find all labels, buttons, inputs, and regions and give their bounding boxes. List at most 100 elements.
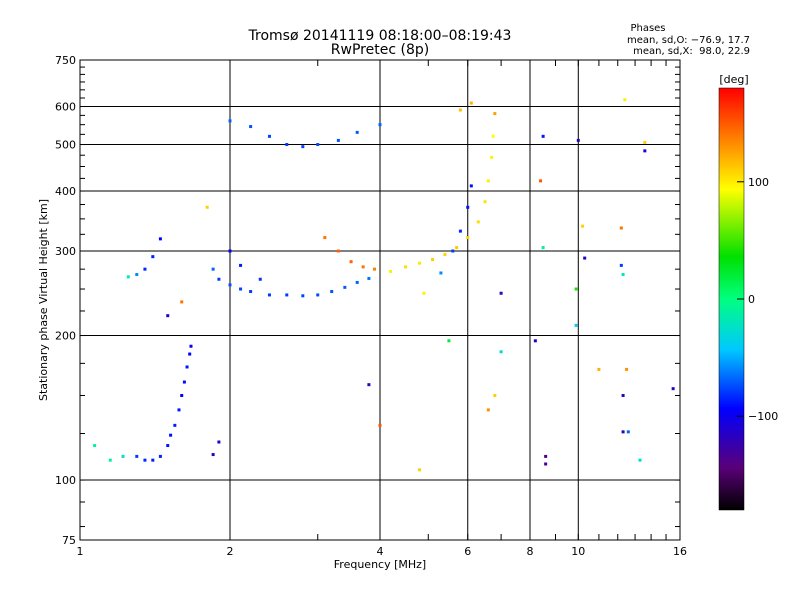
x-tick-label: 10 xyxy=(571,545,585,558)
data-point xyxy=(249,290,253,294)
x-tick-labels: 1 2 4 6 8 10 16 xyxy=(77,545,688,558)
data-point xyxy=(422,291,426,295)
data-point xyxy=(285,143,289,147)
data-point xyxy=(455,246,459,250)
phase-stats-heading: Phases xyxy=(630,23,665,34)
data-point xyxy=(121,454,125,458)
data-point xyxy=(367,276,371,280)
data-point xyxy=(544,454,548,458)
data-point xyxy=(180,300,184,304)
data-point xyxy=(323,236,327,240)
x-axis-label: Frequency [MHz] xyxy=(334,558,426,571)
data-point xyxy=(151,255,155,259)
data-point xyxy=(205,205,209,209)
data-point xyxy=(217,277,221,281)
data-point xyxy=(378,123,382,127)
data-point xyxy=(211,267,215,271)
data-point xyxy=(486,179,490,183)
data-point xyxy=(483,200,487,204)
data-point xyxy=(249,125,253,129)
data-point xyxy=(228,119,232,123)
data-point xyxy=(182,380,186,384)
chart-subtitle: RwPretec (8p) xyxy=(331,42,429,58)
data-point xyxy=(267,293,271,297)
data-point xyxy=(486,408,490,412)
phase-stats-x: mean, sd,X: 98.0, 22.9 xyxy=(633,46,750,57)
y-tick-labels: 75 100 200 300 400 500 600 750 xyxy=(55,54,76,547)
y-tick-label: 75 xyxy=(62,534,76,547)
data-point xyxy=(239,287,243,291)
data-point xyxy=(173,423,177,427)
data-point xyxy=(267,134,271,138)
data-point xyxy=(643,140,647,144)
data-point xyxy=(166,314,170,318)
data-point xyxy=(389,269,393,273)
y-tick-label: 100 xyxy=(55,474,76,487)
data-point xyxy=(143,458,147,462)
data-point xyxy=(476,220,480,224)
x-tick-label: 8 xyxy=(527,545,534,558)
colorbar-tick-label: −100 xyxy=(748,410,778,423)
data-point xyxy=(180,394,184,398)
data-point xyxy=(93,444,97,448)
data-point xyxy=(211,453,215,457)
data-point xyxy=(378,423,382,427)
data-point xyxy=(177,408,181,412)
data-point xyxy=(343,285,347,289)
data-point xyxy=(217,440,221,444)
data-point xyxy=(541,246,545,250)
y-tick-label: 200 xyxy=(55,330,76,343)
data-point xyxy=(108,458,112,462)
x-tick-label: 4 xyxy=(377,545,384,558)
data-point xyxy=(469,184,473,188)
data-point xyxy=(621,430,625,434)
data-point xyxy=(316,293,320,297)
data-point xyxy=(158,237,162,241)
data-point xyxy=(623,98,627,102)
data-point xyxy=(499,350,503,354)
data-point xyxy=(621,273,625,277)
data-point xyxy=(458,108,462,112)
data-point xyxy=(626,430,630,434)
data-point xyxy=(403,265,407,269)
data-point xyxy=(185,365,189,369)
data-point xyxy=(126,275,130,279)
data-point xyxy=(619,226,623,230)
data-point xyxy=(355,130,359,134)
data-point xyxy=(135,273,139,277)
data-point xyxy=(447,339,451,343)
data-point xyxy=(469,101,473,105)
x-tick-label: 1 xyxy=(77,545,84,558)
data-point xyxy=(533,339,537,343)
data-point xyxy=(490,155,494,159)
data-point xyxy=(621,394,625,398)
data-point xyxy=(336,138,340,142)
data-point xyxy=(491,134,495,138)
data-point xyxy=(638,458,642,462)
axis-ticks xyxy=(79,59,681,540)
data-point xyxy=(466,205,470,209)
data-point xyxy=(373,267,377,271)
data-point xyxy=(583,256,587,260)
data-point xyxy=(151,458,155,462)
data-point xyxy=(301,294,305,298)
data-point xyxy=(316,143,320,147)
y-tick-label: 300 xyxy=(55,245,76,258)
data-point xyxy=(451,249,455,253)
colorbar-tick-label: 100 xyxy=(748,176,769,189)
y-axis-label: Stationary phase Virtual Height [km] xyxy=(37,199,50,401)
data-point xyxy=(361,265,365,269)
data-point xyxy=(443,253,447,257)
data-point xyxy=(544,462,548,466)
data-point xyxy=(330,290,334,294)
data-point xyxy=(285,293,289,297)
data-point xyxy=(466,236,470,240)
data-point xyxy=(158,454,162,458)
data-point xyxy=(417,468,421,472)
grid-lines xyxy=(80,60,680,540)
data-point xyxy=(169,433,173,437)
data-points xyxy=(93,98,675,472)
data-point xyxy=(539,179,543,183)
data-point xyxy=(336,249,340,253)
x-tick-label: 2 xyxy=(227,545,234,558)
